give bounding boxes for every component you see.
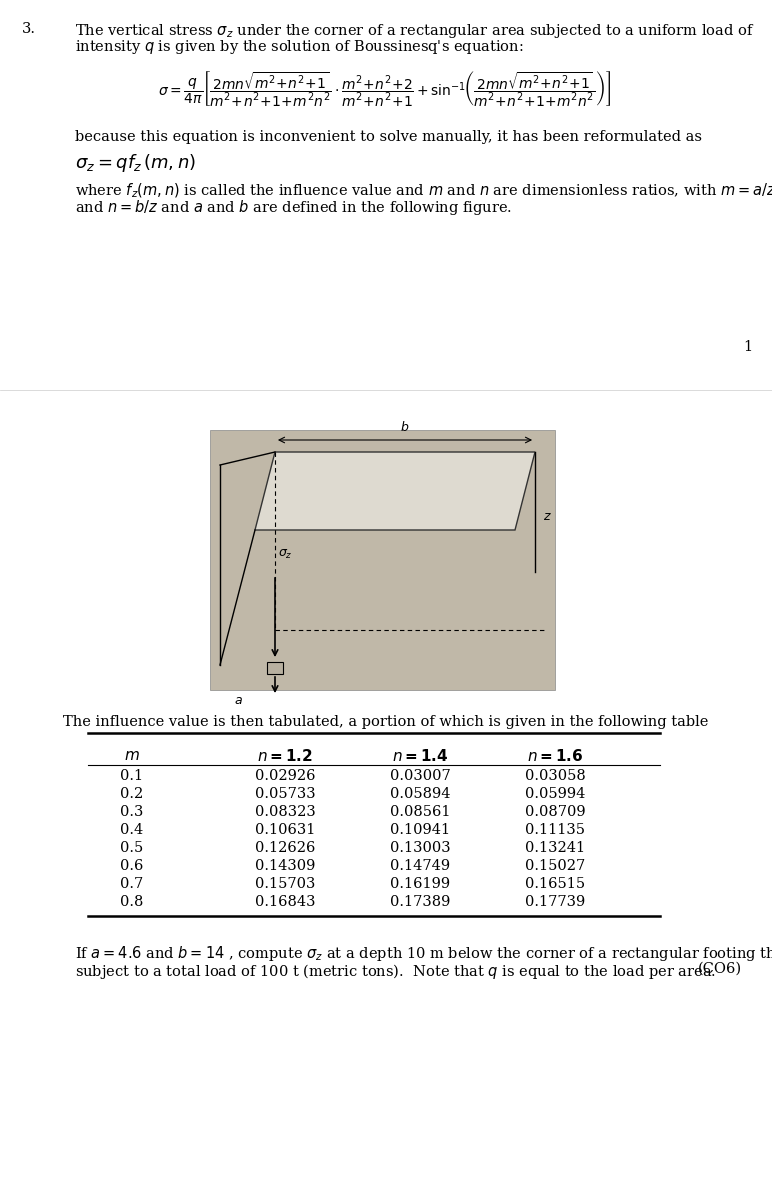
Text: 0.05894: 0.05894 [390, 787, 450, 802]
Text: 0.14749: 0.14749 [390, 859, 450, 874]
Text: 0.12626: 0.12626 [255, 841, 315, 854]
Text: 0.1: 0.1 [120, 769, 144, 782]
Text: 0.02926: 0.02926 [255, 769, 315, 782]
Text: If $a=4.6$ and $b=14$ , compute $\sigma_z$ at a depth 10 m below the corner of a: If $a=4.6$ and $b=14$ , compute $\sigma_… [75, 944, 772, 962]
Bar [267, 662, 283, 674]
Text: 0.13003: 0.13003 [390, 841, 450, 854]
Text: 0.08561: 0.08561 [390, 805, 450, 818]
Text: $\mathbf{\mathit{n} = 1.2}$: $\mathbf{\mathit{n} = 1.2}$ [257, 748, 313, 764]
Text: 0.15027: 0.15027 [525, 859, 585, 874]
Text: $z$: $z$ [543, 510, 552, 523]
Text: 0.05994: 0.05994 [525, 787, 585, 802]
Text: intensity $q$ is given by the solution of Boussinesq's equation:: intensity $q$ is given by the solution o… [75, 38, 523, 56]
Text: and $n=b/z$ and $a$ and $b$ are defined in the following figure.: and $n=b/z$ and $a$ and $b$ are defined … [75, 198, 512, 217]
Text: 0.03058: 0.03058 [525, 769, 585, 782]
Text: $\mathbf{\mathit{n} = 1.6}$: $\mathbf{\mathit{n} = 1.6}$ [527, 748, 584, 764]
Text: 0.4: 0.4 [120, 823, 144, 838]
Text: 0.08323: 0.08323 [255, 805, 316, 818]
Text: 0.03007: 0.03007 [390, 769, 450, 782]
Text: 0.17389: 0.17389 [390, 895, 450, 910]
Text: 0.10631: 0.10631 [255, 823, 315, 838]
Text: 0.14309: 0.14309 [255, 859, 315, 874]
Text: 0.16199: 0.16199 [390, 877, 450, 890]
Text: 0.15703: 0.15703 [255, 877, 315, 890]
Bar [210, 430, 555, 690]
Text: 0.16515: 0.16515 [525, 877, 585, 890]
Text: 0.13241: 0.13241 [525, 841, 585, 854]
Text: 0.11135: 0.11135 [525, 823, 585, 838]
Text: (CO6): (CO6) [698, 962, 742, 976]
Text: 1: 1 [743, 340, 753, 354]
Text: 3.: 3. [22, 22, 36, 36]
Text: $\mathbf{\mathit{m}}$: $\mathbf{\mathit{m}}$ [124, 748, 140, 763]
Text: $\sigma = \dfrac{q}{4\pi}\left[\dfrac{2mn\sqrt{m^2\!+\!n^2\!+\!1}}{m^2\!+\!n^2\!: $\sigma = \dfrac{q}{4\pi}\left[\dfrac{2m… [158, 68, 611, 108]
Text: The influence value is then tabulated, a portion of which is given in the follow: The influence value is then tabulated, a… [63, 715, 709, 728]
Text: 0.17739: 0.17739 [525, 895, 585, 910]
Text: because this equation is inconvenient to solve manually, it has been reformulate: because this equation is inconvenient to… [75, 130, 702, 144]
Text: The vertical stress $\sigma_z$ under the corner of a rectangular area subjected : The vertical stress $\sigma_z$ under the… [75, 22, 754, 40]
Text: $b$: $b$ [401, 420, 410, 434]
Text: subject to a total load of 100 t (metric tons).  Note that $q$ is equal to the l: subject to a total load of 100 t (metric… [75, 962, 716, 982]
Text: 0.16843: 0.16843 [255, 895, 315, 910]
Text: 0.7: 0.7 [120, 877, 144, 890]
Text: 0.8: 0.8 [120, 895, 144, 910]
Text: 0.5: 0.5 [120, 841, 144, 854]
Text: 0.6: 0.6 [120, 859, 144, 874]
Text: 0.08709: 0.08709 [525, 805, 585, 818]
Polygon shape [255, 452, 535, 530]
Text: $\mathbf{\mathit{n} = 1.4}$: $\mathbf{\mathit{n} = 1.4}$ [391, 748, 449, 764]
Text: $\sigma_z = qf_z\,(m,n)$: $\sigma_z = qf_z\,(m,n)$ [75, 152, 196, 174]
Text: 0.05733: 0.05733 [255, 787, 315, 802]
Text: $\sigma_z$: $\sigma_z$ [278, 548, 293, 562]
Text: 0.2: 0.2 [120, 787, 144, 802]
Text: 0.3: 0.3 [120, 805, 144, 818]
Text: 0.10941: 0.10941 [390, 823, 450, 838]
Text: $a$: $a$ [234, 695, 242, 708]
Text: where $f_z(m,n)$ is called the influence value and $m$ and $n$ are dimensionless: where $f_z(m,n)$ is called the influence… [75, 182, 772, 200]
